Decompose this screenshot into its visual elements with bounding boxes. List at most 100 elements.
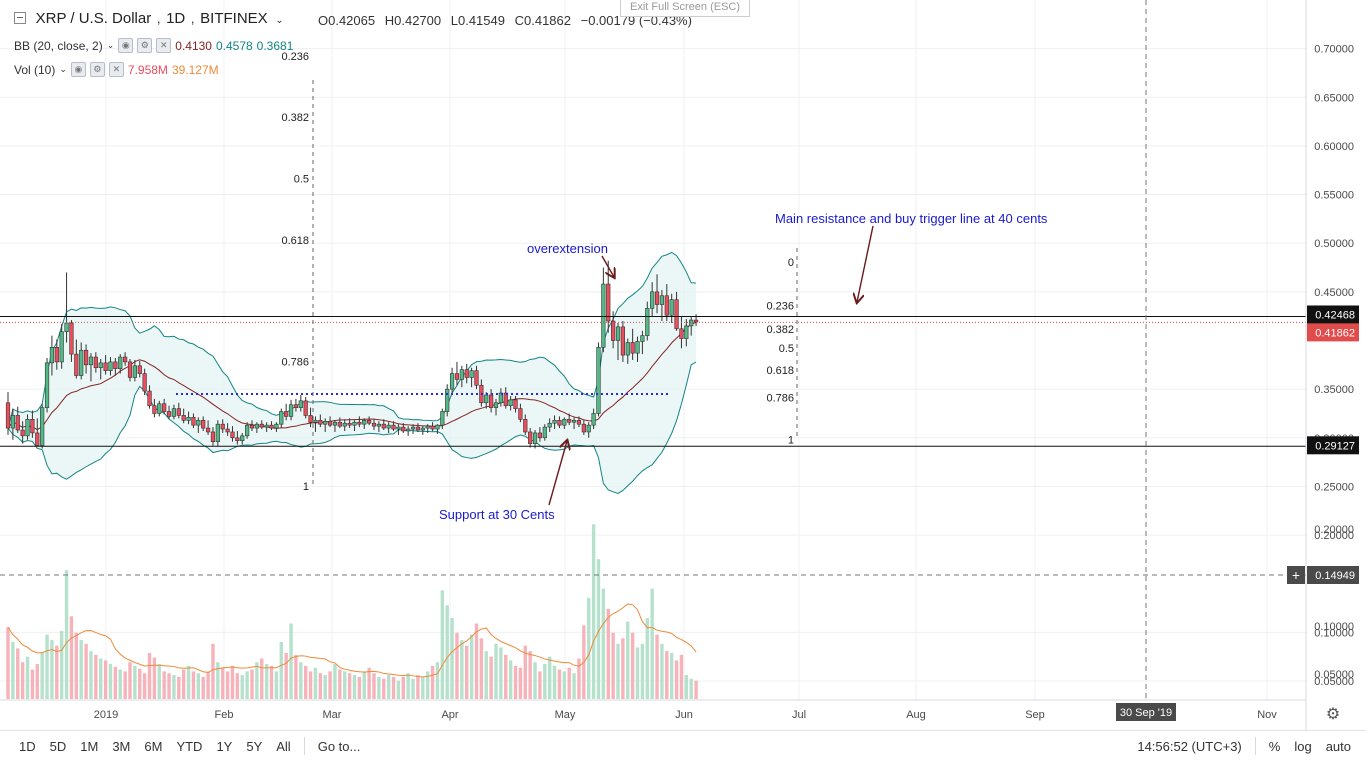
percent-toggle[interactable]: % [1268, 738, 1281, 754]
exit-fullscreen-button[interactable]: Exit Full Screen (ESC) [620, 0, 750, 17]
auto-toggle[interactable]: auto [1325, 738, 1351, 754]
volume-bar [494, 643, 498, 699]
price-tick-label: 0.35000 [1314, 384, 1354, 396]
candle-down [327, 420, 333, 426]
close-icon[interactable]: ✕ [156, 38, 172, 53]
price-label-support-text: 0.29127 [1315, 440, 1355, 452]
candle-down [567, 419, 572, 423]
range-5y[interactable]: 5Y [246, 738, 263, 754]
candle-down [83, 349, 89, 366]
candle [10, 408, 15, 440]
log-toggle[interactable]: log [1294, 738, 1312, 754]
candle [503, 387, 508, 409]
range-5d[interactable]: 5D [49, 738, 67, 754]
time-tick-label: Nov [1257, 709, 1277, 721]
settings-icon[interactable]: ⚙ [89, 62, 105, 77]
candle-up [88, 356, 94, 366]
price-label-crosshair-bg [1307, 566, 1359, 584]
settings-gear-icon[interactable]: ⚙ [1326, 704, 1340, 723]
candle-down [630, 342, 635, 354]
volume-bar [508, 660, 513, 699]
candle [528, 428, 533, 448]
volume-bar [547, 656, 552, 699]
range-ytd[interactable]: YTD [176, 738, 203, 754]
chevron-down-icon[interactable]: ⌄ [59, 64, 67, 74]
volume-bar [172, 675, 176, 699]
candle-up [596, 347, 601, 414]
candle [132, 359, 137, 382]
symbol-name: XRP / U.S. Dollar [35, 10, 152, 27]
candle [396, 424, 401, 435]
close-icon[interactable]: ✕ [108, 62, 124, 77]
candle-up [171, 408, 177, 417]
eye-icon[interactable]: ◉ [70, 62, 86, 77]
candle-up [215, 423, 220, 442]
range-3m[interactable]: 3M [112, 738, 131, 754]
candle-down [367, 419, 372, 424]
candle [367, 416, 372, 426]
volume-bar [216, 662, 220, 699]
volume-bar [79, 640, 83, 699]
candle-up [59, 331, 64, 363]
chevron-down-icon[interactable]: ⌄ [106, 40, 115, 50]
candle-up [425, 425, 430, 429]
candle [79, 342, 84, 380]
goto-button[interactable]: Go to... [317, 738, 361, 754]
candle [20, 421, 25, 444]
candle [674, 291, 679, 331]
vol-legend[interactable]: Vol (10) ⌄ ◉ ⚙ ✕ 7.958M 39.127M [14, 62, 219, 77]
price-label-crosshair-text: 0.14949 [1315, 570, 1355, 582]
range-6m[interactable]: 6M [144, 738, 163, 754]
annotation-overextension: overextension [527, 241, 608, 256]
candle-down [176, 408, 181, 416]
candle-up [254, 423, 259, 429]
candle [576, 416, 582, 428]
candle [410, 424, 416, 434]
chevron-down-icon[interactable]: ⌄ [275, 15, 284, 26]
volume-bar [103, 660, 108, 699]
price-label-last: 0.41862 [1307, 323, 1359, 342]
volume-bar [6, 627, 10, 699]
candle [30, 410, 35, 438]
crosshair-x-bg [1116, 703, 1176, 721]
volume-bar [225, 671, 230, 699]
time-tick-label: Apr [441, 709, 458, 721]
candle-up [25, 419, 30, 437]
volume-bar [323, 675, 327, 699]
candle [601, 267, 606, 353]
collapse-icon[interactable] [14, 12, 26, 24]
volume-bar [25, 656, 30, 699]
volume-bar [479, 638, 484, 699]
range-1m[interactable]: 1M [80, 738, 99, 754]
candle-down [606, 283, 611, 322]
settings-icon[interactable]: ⚙ [137, 38, 153, 53]
legend-symbol[interactable]: XRP / U.S. Dollar , 1D , BITFINEX ⌄ [14, 10, 284, 27]
candle [562, 417, 567, 430]
candle [425, 424, 430, 433]
fib-left-level: 1 [303, 481, 309, 493]
candle-up [440, 411, 445, 426]
price-tick-label: 0.55000 [1314, 190, 1354, 202]
eye-icon[interactable]: ◉ [118, 38, 134, 53]
volume-bar [152, 657, 157, 699]
bb-legend[interactable]: BB (20, close, 2) ⌄ ◉ ⚙ ✕ 0.4130 0.4578 … [14, 38, 293, 53]
volume-bar [450, 618, 454, 699]
volume-bar [484, 651, 488, 699]
candle [88, 353, 94, 382]
price-tick-label: 0.65000 [1314, 92, 1354, 104]
candle-down [54, 347, 59, 363]
range-buttons: 1D 5D 1M 3M 6M YTD 1Y 5Y All [12, 739, 298, 754]
range-1y[interactable]: 1Y [216, 738, 233, 754]
candle [362, 418, 367, 430]
clock[interactable]: 14:56:52 (UTC+3) [1137, 738, 1242, 754]
candle-down [454, 373, 460, 380]
candle-down [210, 431, 216, 442]
candle [308, 407, 313, 428]
candle [142, 368, 147, 395]
volume-bar [552, 665, 557, 699]
candle-down [518, 408, 523, 420]
candle-up [352, 421, 357, 426]
range-all[interactable]: All [276, 738, 291, 754]
range-1d[interactable]: 1D [19, 738, 36, 754]
